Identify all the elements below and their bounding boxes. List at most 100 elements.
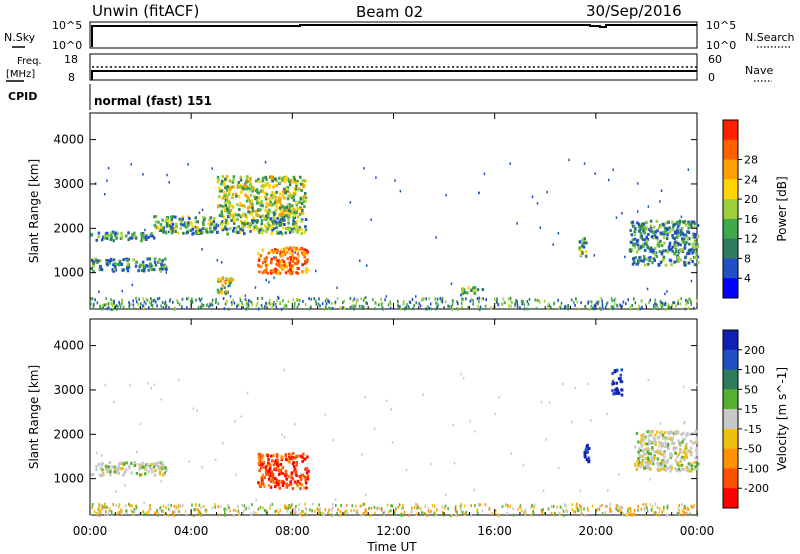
power-cell <box>625 302 627 306</box>
power-cell <box>240 189 244 193</box>
velocity-cell <box>678 442 682 446</box>
velocity-cell <box>685 434 688 438</box>
velocity-cell <box>97 462 101 466</box>
power-cell <box>184 225 187 229</box>
power-cell <box>461 288 465 291</box>
power-cell <box>282 299 284 303</box>
power-cell <box>638 229 642 233</box>
power-cell <box>584 254 588 258</box>
velocity-cell <box>639 449 643 452</box>
power-cell <box>648 258 652 262</box>
velocity-cell <box>95 451 98 455</box>
power-cell <box>261 189 264 193</box>
power-cell <box>234 213 238 217</box>
power-cell <box>261 231 264 235</box>
power-cell <box>246 199 249 203</box>
power-cell <box>302 253 305 256</box>
power-cell <box>659 231 662 235</box>
power-cell <box>224 281 228 285</box>
power-cell <box>150 268 154 271</box>
power-cell <box>258 270 261 274</box>
power-cell <box>372 298 374 302</box>
power-cell <box>664 221 668 225</box>
velocity-cell <box>150 463 153 466</box>
power-cell <box>671 303 673 307</box>
velocity-cell <box>633 462 637 466</box>
velocity-cell <box>251 503 253 507</box>
velocity-cell <box>571 503 574 507</box>
velocity-cell <box>331 502 334 506</box>
power-cell <box>265 201 268 205</box>
power-cell <box>645 303 647 307</box>
velocity-cell <box>295 460 298 464</box>
power-cell <box>521 302 523 306</box>
power-cell <box>349 201 352 204</box>
power-cell <box>266 182 269 186</box>
velocity-cell <box>462 377 465 380</box>
power-cell <box>549 305 552 309</box>
power-cell <box>279 254 282 258</box>
power-cell <box>418 302 421 306</box>
power-cell <box>301 196 305 200</box>
power-cell <box>305 252 309 256</box>
velocity-cell <box>205 510 207 513</box>
velocity-cell <box>101 468 104 472</box>
velocity-cell <box>669 452 673 456</box>
power-cell <box>226 222 229 226</box>
power-cell <box>492 305 495 309</box>
power-cell <box>653 234 657 238</box>
power-cell <box>176 299 178 303</box>
velocity-cell <box>629 513 632 517</box>
power-cell <box>450 282 453 286</box>
power-cell <box>634 227 637 230</box>
power-cell <box>634 256 637 260</box>
power-cell <box>230 219 233 222</box>
power-cell <box>552 243 554 246</box>
power-cell <box>228 213 231 217</box>
velocity-cell <box>331 508 333 512</box>
power-cell <box>288 183 292 187</box>
power-cell <box>404 307 406 311</box>
velocity-cell <box>615 388 618 392</box>
power-cell <box>220 213 223 217</box>
velocity-cell <box>664 437 668 441</box>
freq-top-tick: 18 <box>64 53 78 66</box>
velocity-cell <box>258 456 261 460</box>
power-cell <box>278 222 281 226</box>
power-cell <box>280 253 284 256</box>
power-cell <box>228 281 232 285</box>
power-x-ticks <box>89 113 698 309</box>
power-cell <box>666 290 668 293</box>
power-cell <box>668 243 671 247</box>
power-cell <box>281 258 284 262</box>
power-cell <box>161 218 164 222</box>
velocity-cell <box>93 510 96 513</box>
velocity-cell <box>375 507 378 511</box>
power-cell <box>259 226 263 230</box>
velocity-cell <box>108 507 111 511</box>
power-cell <box>91 297 94 301</box>
power-cell <box>313 297 315 300</box>
power-cell <box>195 230 198 233</box>
power-cell <box>281 213 284 217</box>
power-cell <box>653 302 656 306</box>
power-cell <box>291 211 294 215</box>
velocity-cell <box>177 509 179 513</box>
velocity-cell <box>258 453 262 457</box>
velocity-cell <box>270 454 273 458</box>
velocity-cell <box>159 465 162 469</box>
power-cell <box>102 304 104 308</box>
power-cell <box>112 299 114 303</box>
power-cell <box>570 298 573 302</box>
velocity-cell <box>95 468 98 472</box>
power-cell <box>523 307 526 311</box>
power-cell <box>300 251 304 255</box>
power-cell <box>111 303 113 307</box>
power-cell <box>687 168 690 171</box>
power-cell <box>308 297 310 301</box>
power-cell <box>619 303 621 307</box>
power-cell <box>262 186 265 190</box>
power-cell <box>200 302 203 306</box>
power-cell <box>180 219 184 223</box>
velocity-cell <box>359 504 362 508</box>
